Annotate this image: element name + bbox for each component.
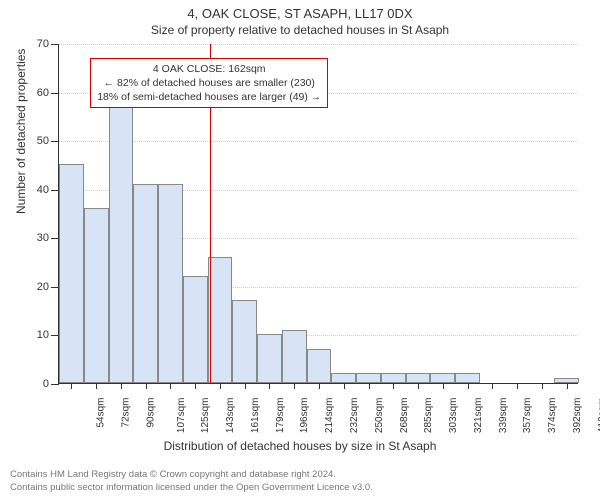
x-tick — [542, 383, 543, 389]
x-tick-label: 232sqm — [349, 398, 360, 434]
bar — [455, 373, 480, 383]
y-tick-label: 0 — [43, 378, 59, 390]
x-tick — [492, 383, 493, 389]
footer: Contains HM Land Registry data © Crown c… — [10, 469, 373, 494]
bar — [208, 257, 233, 383]
x-tick — [344, 383, 345, 389]
x-tick-label: 250sqm — [374, 398, 385, 434]
y-tick-label: 10 — [37, 329, 59, 341]
chart-area: 01020304050607054sqm72sqm90sqm107sqm125s… — [58, 44, 578, 384]
x-tick — [121, 383, 122, 389]
footer-line-2: Contains public sector information licen… — [10, 482, 373, 494]
bar — [356, 373, 381, 383]
x-tick — [146, 383, 147, 389]
footer-line-1: Contains HM Land Registry data © Crown c… — [10, 469, 373, 481]
chart-container: 4, OAK CLOSE, ST ASAPH, LL17 0DX Size of… — [0, 0, 600, 500]
x-tick-label: 54sqm — [96, 398, 107, 428]
x-tick — [443, 383, 444, 389]
x-tick-label: 321sqm — [473, 398, 484, 434]
x-tick-label: 285sqm — [423, 398, 434, 434]
x-tick — [418, 383, 419, 389]
bar — [331, 373, 356, 383]
bar — [84, 208, 109, 383]
x-tick-label: 179sqm — [275, 398, 286, 434]
x-tick-label: 339sqm — [498, 398, 509, 434]
y-tick-label: 70 — [37, 38, 59, 50]
x-tick-label: 72sqm — [121, 398, 132, 428]
x-tick-label: 357sqm — [522, 398, 533, 434]
bar — [430, 373, 455, 383]
bar — [183, 276, 208, 383]
x-tick-label: 161sqm — [250, 398, 261, 434]
plot-region: 01020304050607054sqm72sqm90sqm107sqm125s… — [58, 44, 578, 384]
y-tick-label: 60 — [37, 87, 59, 99]
x-tick-label: 196sqm — [300, 398, 311, 434]
y-tick-label: 30 — [37, 232, 59, 244]
bar — [232, 300, 257, 383]
y-tick-label: 50 — [37, 135, 59, 147]
chart-subtitle: Size of property relative to detached ho… — [0, 21, 600, 41]
x-tick — [195, 383, 196, 389]
x-tick — [468, 383, 469, 389]
y-tick-label: 40 — [37, 184, 59, 196]
x-tick-label: 268sqm — [399, 398, 410, 434]
x-tick-label: 374sqm — [547, 398, 558, 434]
annotation-line: 18% of semi-detached houses are larger (… — [97, 90, 321, 104]
grid-line — [59, 141, 578, 142]
x-tick-label: 143sqm — [225, 398, 236, 434]
x-tick-label: 392sqm — [572, 398, 583, 434]
x-tick — [567, 383, 568, 389]
chart-title: 4, OAK CLOSE, ST ASAPH, LL17 0DX — [0, 0, 600, 21]
bar — [381, 373, 406, 383]
bar — [257, 334, 282, 383]
x-tick — [517, 383, 518, 389]
x-tick — [170, 383, 171, 389]
x-tick — [96, 383, 97, 389]
annotation-line: ← 82% of detached houses are smaller (23… — [97, 76, 321, 90]
bar — [282, 330, 307, 383]
x-tick — [220, 383, 221, 389]
bar — [133, 184, 158, 383]
x-tick-label: 214sqm — [324, 398, 335, 434]
annotation-line: 4 OAK CLOSE: 162sqm — [97, 62, 321, 76]
x-tick-label: 107sqm — [176, 398, 187, 434]
x-tick-label: 90sqm — [145, 398, 156, 428]
x-tick — [294, 383, 295, 389]
x-tick-label: 125sqm — [201, 398, 212, 434]
y-tick-label: 20 — [37, 281, 59, 293]
bar — [307, 349, 332, 383]
x-tick — [71, 383, 72, 389]
x-tick — [393, 383, 394, 389]
bar — [59, 164, 84, 383]
x-tick — [319, 383, 320, 389]
grid-line — [59, 44, 578, 45]
bar — [158, 184, 183, 383]
bar — [109, 101, 134, 383]
x-tick — [369, 383, 370, 389]
x-axis-title: Distribution of detached houses by size … — [0, 439, 600, 453]
annotation-box: 4 OAK CLOSE: 162sqm← 82% of detached hou… — [90, 58, 328, 109]
bar — [406, 373, 431, 383]
x-tick-label: 303sqm — [448, 398, 459, 434]
y-axis-title: Number of detached properties — [14, 49, 28, 214]
x-tick — [269, 383, 270, 389]
x-tick — [245, 383, 246, 389]
